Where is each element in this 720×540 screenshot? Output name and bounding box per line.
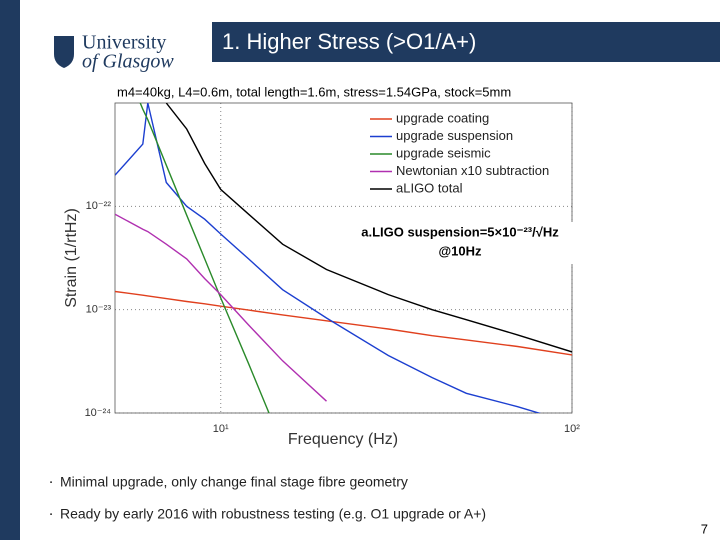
- x-tick-label: 10²: [564, 423, 580, 435]
- bullet-marker: •: [50, 481, 52, 487]
- chart-title: m4=40kg, L4=0.6m, total length=1.6m, str…: [117, 84, 511, 99]
- bullet: Ready by early 2016 with robustness test…: [60, 506, 486, 522]
- side-bar: [0, 0, 20, 540]
- page-number: 7: [701, 521, 708, 536]
- plot-area: [115, 103, 572, 413]
- y-tick-label: 10⁻²⁴: [85, 407, 112, 419]
- bullet-marker: •: [50, 513, 52, 519]
- legend-label: upgrade seismic: [396, 145, 491, 160]
- y-tick-label: 10⁻²²: [86, 200, 112, 212]
- y-tick-label: 10⁻²³: [86, 304, 112, 316]
- logo-text: of Glasgow: [82, 51, 174, 73]
- crest: [54, 36, 74, 68]
- legend-box: [366, 109, 570, 201]
- x-axis-label: Frequency (Hz): [288, 431, 398, 448]
- series-line: [115, 290, 572, 356]
- annotation: a.LIGO suspension=5×10⁻²³/√Hz: [361, 224, 559, 239]
- legend-label: upgrade suspension: [396, 128, 513, 143]
- series-line: [115, 213, 327, 402]
- annotation: @10Hz: [438, 243, 482, 258]
- x-tick-label: 10¹: [213, 423, 229, 435]
- bullet: Minimal upgrade, only change final stage…: [60, 474, 408, 490]
- legend-label: Newtonian x10 subtraction: [396, 163, 549, 178]
- logo-text: University: [82, 32, 166, 54]
- series-line: [165, 103, 572, 353]
- legend-label: aLIGO total: [396, 180, 463, 195]
- annotation-box: [340, 222, 576, 264]
- header-bar: [212, 22, 720, 62]
- logo: University of Glasgow: [54, 32, 174, 73]
- y-axis-label: Strain (1/rtHz): [63, 208, 80, 308]
- series-line: [115, 103, 542, 413]
- legend: upgrade coating upgrade suspension upgrade…: [366, 109, 570, 201]
- series-line: [139, 103, 270, 413]
- legend-label: upgrade coating: [396, 110, 489, 125]
- slide-title: 1. Higher Stress (>O1/A+): [222, 29, 476, 54]
